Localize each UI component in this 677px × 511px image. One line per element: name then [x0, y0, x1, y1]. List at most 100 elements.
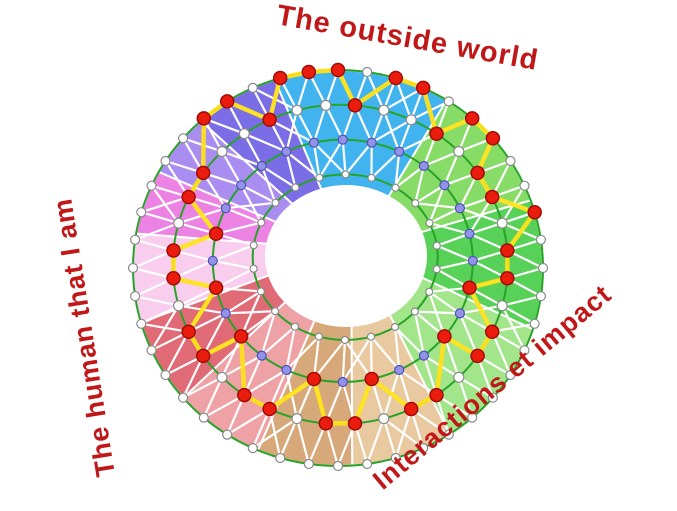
mesh-line — [429, 207, 461, 224]
red-node — [500, 271, 515, 286]
node — [222, 429, 233, 440]
mesh-line — [429, 221, 470, 235]
mesh-line — [296, 109, 315, 144]
red-node — [219, 94, 235, 109]
mesh-line — [324, 381, 344, 424]
node — [394, 364, 405, 376]
node — [418, 350, 429, 361]
node — [291, 413, 303, 425]
mesh-line — [313, 339, 346, 380]
mesh-line — [410, 408, 450, 436]
red-node — [429, 126, 444, 141]
mesh-line — [203, 394, 245, 419]
mesh-line — [312, 105, 327, 143]
red-node — [388, 70, 404, 86]
mesh-line — [414, 165, 425, 204]
mesh-line — [216, 286, 261, 293]
mesh-line — [225, 201, 276, 210]
mesh-line — [343, 339, 373, 380]
mesh-line — [279, 418, 299, 459]
mesh-line — [240, 184, 277, 204]
node — [418, 160, 429, 172]
node — [505, 369, 516, 381]
red-node — [464, 111, 480, 126]
node — [198, 412, 209, 423]
node — [160, 369, 171, 381]
red-node — [470, 348, 485, 364]
red-node — [262, 112, 277, 128]
mesh-line — [428, 290, 461, 315]
mesh-line — [370, 335, 401, 371]
red-node — [500, 243, 515, 258]
node — [275, 452, 286, 464]
mesh-line — [336, 422, 357, 467]
node — [405, 114, 417, 126]
node — [537, 262, 549, 274]
red-node — [301, 64, 317, 80]
node — [367, 173, 376, 182]
node — [337, 134, 348, 145]
node — [271, 307, 280, 316]
ring-ellipse — [251, 173, 439, 342]
red-node — [415, 80, 431, 96]
node — [136, 318, 147, 329]
mesh-line — [225, 207, 262, 224]
node — [467, 255, 478, 266]
node — [378, 104, 390, 116]
mesh-line — [324, 104, 344, 141]
mesh-line — [243, 369, 287, 397]
node — [216, 371, 228, 383]
mesh-line — [285, 151, 297, 188]
red-node — [347, 98, 363, 113]
mesh-line — [182, 355, 205, 399]
mesh-line — [212, 244, 255, 262]
red-node — [403, 401, 419, 417]
node — [256, 287, 265, 296]
red-node — [272, 70, 288, 86]
red-node — [208, 226, 224, 242]
mesh-line — [295, 418, 310, 465]
node — [220, 308, 231, 319]
mesh-line — [414, 310, 460, 315]
node — [443, 96, 454, 107]
mesh-line — [307, 422, 327, 465]
node — [464, 228, 475, 239]
red-node — [166, 271, 181, 286]
mesh-line — [394, 165, 425, 189]
red-node — [429, 387, 444, 403]
node — [432, 241, 441, 250]
red-node — [484, 189, 500, 205]
node — [173, 300, 185, 312]
red-node — [470, 165, 485, 181]
node — [340, 335, 349, 345]
node — [439, 180, 450, 191]
mesh-line — [415, 202, 461, 210]
mesh-line — [436, 244, 474, 262]
node — [320, 99, 332, 112]
mesh-line — [140, 304, 180, 325]
mesh-line — [491, 331, 512, 376]
node — [390, 322, 400, 332]
node — [341, 170, 350, 179]
node — [216, 145, 228, 158]
mesh-line — [140, 211, 179, 225]
red-node — [527, 204, 542, 220]
node — [505, 155, 516, 167]
red-node — [208, 280, 224, 296]
node — [529, 318, 540, 329]
mesh-line — [413, 311, 425, 356]
mesh-line — [436, 232, 470, 247]
mesh-line — [443, 151, 460, 186]
red-node — [330, 62, 346, 78]
label-human-that-i-am: The human that I am — [47, 196, 121, 479]
mesh-line — [215, 221, 262, 235]
red-node — [195, 348, 211, 364]
mesh-line — [150, 305, 180, 351]
red-node — [364, 371, 379, 387]
node — [291, 104, 303, 116]
node — [337, 376, 348, 388]
node — [535, 291, 547, 302]
node — [496, 300, 508, 312]
node — [496, 217, 508, 229]
